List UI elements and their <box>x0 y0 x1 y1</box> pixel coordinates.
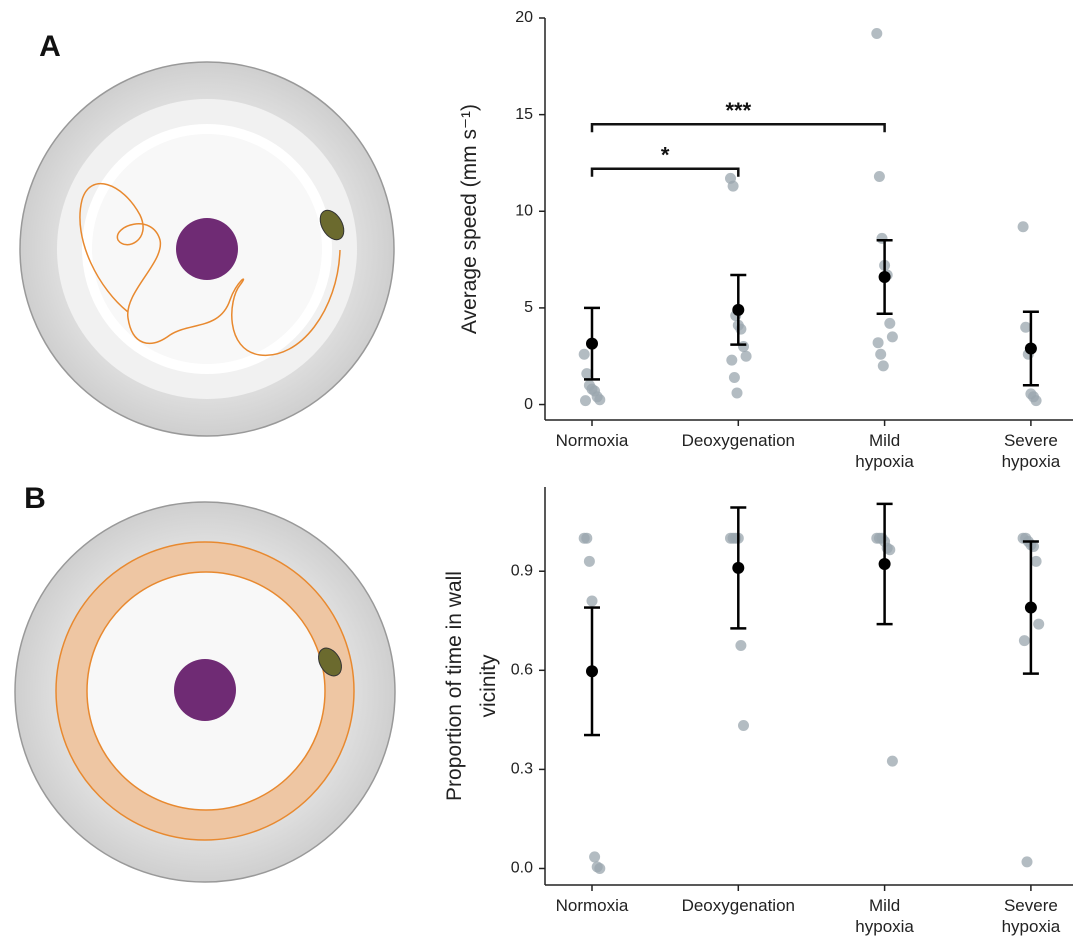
x-tick-label: Deoxygenation <box>681 896 795 915</box>
data-point <box>738 341 749 353</box>
x-tick-label: Deoxygenation <box>681 431 795 450</box>
data-point <box>740 350 752 362</box>
data-point <box>727 180 739 192</box>
data-point <box>871 27 883 39</box>
y-tick-label: 0.0 <box>511 860 533 877</box>
data-point <box>1021 856 1033 868</box>
significance-bracket <box>590 123 886 133</box>
data-point <box>873 170 885 182</box>
y-axis-label: Average speed (mm s⁻¹) <box>458 103 481 335</box>
y-tick-label: 0 <box>524 396 533 413</box>
data-point <box>886 755 898 767</box>
mean-point <box>732 561 745 574</box>
data-point <box>877 360 889 372</box>
mean-point <box>586 665 598 678</box>
data-point <box>875 348 887 360</box>
data-point <box>726 354 738 366</box>
y-tick-label: 0.3 <box>511 761 533 778</box>
data-point <box>1033 618 1045 630</box>
data-point <box>586 595 598 607</box>
data-point <box>578 348 590 360</box>
data-point <box>735 640 747 652</box>
y-axis-label: Proportion of time in wall vicinity <box>443 571 500 801</box>
data-point <box>581 368 593 380</box>
panel-label: A <box>39 30 61 63</box>
y-tick-label: 0.9 <box>511 562 533 579</box>
data-point <box>886 331 898 343</box>
data-point <box>589 851 601 863</box>
significance-bracket <box>590 167 740 177</box>
significance-label: *** <box>725 98 751 123</box>
mean-point <box>878 557 891 570</box>
mean-point <box>1024 601 1037 614</box>
y-tick-label: 5 <box>524 299 533 316</box>
mean-point <box>878 270 891 283</box>
panel-label: B <box>24 482 46 515</box>
data-point <box>1020 321 1032 333</box>
x-tick-label: Severe hypoxia <box>1001 896 1061 936</box>
significance-label: * <box>661 143 670 168</box>
data-point <box>594 394 606 406</box>
data-point <box>872 337 884 349</box>
data-point <box>1018 635 1030 647</box>
data-point <box>738 719 749 731</box>
mean-point <box>732 303 745 316</box>
y-tick-label: 20 <box>515 9 533 26</box>
data-point <box>583 555 595 567</box>
data-point <box>594 862 606 874</box>
x-tick-label: Severe hypoxia <box>1001 431 1061 471</box>
data-point <box>580 395 591 407</box>
data-point <box>1030 555 1042 567</box>
data-point <box>728 371 740 383</box>
y-tick-label: 0.6 <box>511 662 533 679</box>
arena-a <box>19 61 395 437</box>
mean-point <box>586 337 598 350</box>
y-tick-label: 10 <box>515 202 533 219</box>
x-tick-label: Normoxia <box>555 896 629 915</box>
data-point <box>1030 395 1042 407</box>
x-tick-label: Normoxia <box>555 431 629 450</box>
data-point <box>884 544 896 556</box>
data-point <box>1017 221 1029 233</box>
data-point <box>884 317 896 329</box>
mean-point <box>1024 342 1037 355</box>
arena-b <box>14 501 396 883</box>
x-tick-label: Mild hypoxia <box>855 431 914 471</box>
x-tick-label: Mild hypoxia <box>855 896 914 936</box>
y-tick-label: 15 <box>515 106 533 123</box>
data-point <box>581 532 593 544</box>
data-point <box>731 387 743 399</box>
